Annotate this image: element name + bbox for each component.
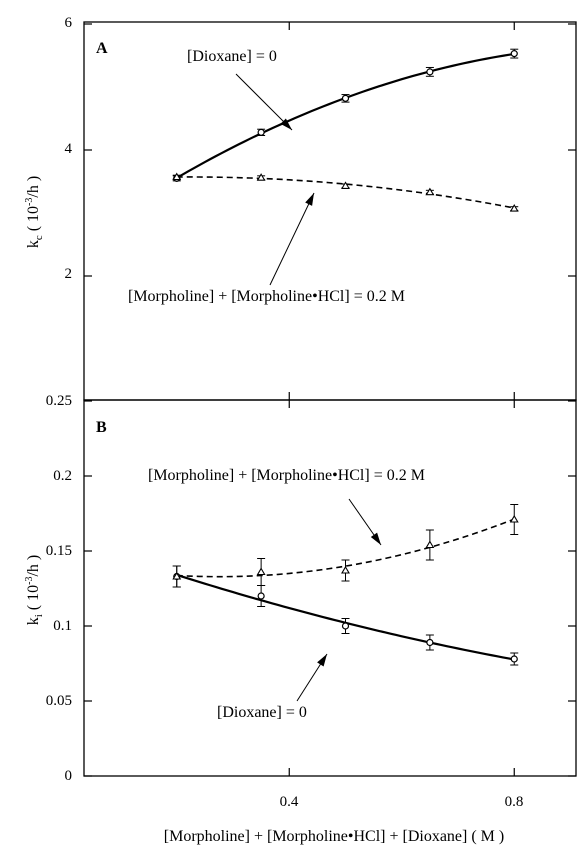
a-point-circle bbox=[257, 128, 265, 136]
a-point-circle bbox=[510, 50, 518, 58]
b-point-circle bbox=[341, 622, 350, 630]
b-point-triangle bbox=[172, 571, 182, 580]
b-ylabel-unit-open: ( 10 bbox=[25, 585, 42, 614]
b-series-1-curve bbox=[176, 573, 515, 661]
a-series-1-curve bbox=[176, 52, 515, 179]
b-ytick-label-0.1: 0.1 bbox=[53, 618, 72, 634]
panel-a-letter: A bbox=[96, 40, 108, 57]
b-ytick-label-0.15: 0.15 bbox=[46, 543, 72, 559]
a-ytick-label-4: 4 bbox=[65, 141, 73, 157]
a-series-2-curve bbox=[176, 176, 515, 209]
panel-b-frame bbox=[83, 399, 577, 777]
a-dioxane-arrow-head bbox=[280, 118, 292, 130]
b-series-2-curve bbox=[176, 518, 515, 578]
a-point-circle bbox=[341, 94, 350, 102]
b-point-triangle bbox=[509, 514, 519, 523]
a-ylabel-unit-open: ( 10 bbox=[25, 206, 42, 235]
tick-marks bbox=[84, 22, 576, 777]
annotation-arrows bbox=[235, 73, 382, 702]
b-ylabel-unit-close: /h ) bbox=[25, 555, 42, 577]
panel-a-morpholine-label: [Morpholine] + [Morpholine•HCl] = 0.2 M bbox=[128, 288, 405, 305]
a-point-triangle bbox=[256, 173, 266, 181]
a-point-triangle bbox=[341, 181, 350, 189]
b-point-circle bbox=[510, 655, 518, 663]
a-morpholine-arrow-shaft bbox=[269, 192, 315, 286]
b-point-triangle bbox=[341, 565, 350, 574]
b-ytick-label-0: 0 bbox=[65, 768, 73, 784]
a-point-triangle bbox=[172, 172, 182, 181]
panel-b-dioxane-label: [Dioxane] = 0 bbox=[217, 704, 307, 721]
b-ylabel-sup: -3 bbox=[24, 577, 35, 585]
panel-b-y-axis-label: ki ( 10-3/h ) bbox=[24, 555, 45, 626]
b-point-triangle bbox=[256, 567, 266, 576]
panel-a-frame bbox=[83, 21, 577, 401]
x-axis-label: [Morpholine] + [Morpholine•HCl] + [Dioxa… bbox=[164, 828, 504, 845]
a-dioxane-arrow-shaft bbox=[235, 73, 293, 131]
b-ytick-label-0.2: 0.2 bbox=[53, 468, 72, 484]
a-ylabel-sub: c bbox=[33, 235, 45, 240]
a-ytick-label-2: 2 bbox=[65, 266, 73, 282]
b-morpholine-arrow-head bbox=[370, 532, 381, 545]
b-ytick-label-0.05: 0.05 bbox=[46, 693, 72, 709]
xtick-label-0.4: 0.4 bbox=[280, 794, 299, 810]
a-point-triangle bbox=[425, 187, 435, 196]
panel-b-morpholine-label: [Morpholine] + [Morpholine•HCl] = 0.2 M bbox=[148, 467, 425, 484]
b-point-triangle bbox=[425, 540, 435, 549]
a-ylabel-sup: -3 bbox=[24, 198, 35, 206]
b-ylabel-main: k bbox=[25, 617, 42, 625]
xtick-label-0.8: 0.8 bbox=[505, 794, 524, 810]
b-point-circle bbox=[426, 638, 434, 647]
panel-a-dioxane-label: [Dioxane] = 0 bbox=[187, 48, 277, 65]
b-dioxane-arrow-head bbox=[317, 654, 327, 667]
b-ytick-label-0.25: 0.25 bbox=[46, 393, 72, 409]
panel-b-letter: B bbox=[96, 419, 107, 436]
a-morpholine-arrow-head bbox=[305, 193, 314, 206]
a-point-circle bbox=[426, 68, 434, 76]
b-ylabel-sub: i bbox=[33, 614, 45, 617]
data-points bbox=[172, 48, 519, 666]
svg-text:ki ( 10-3/h ): ki ( 10-3/h ) bbox=[24, 555, 45, 626]
panel-a-y-axis-label: kc ( 10-3/h ) bbox=[24, 176, 45, 248]
a-ylabel-unit-close: /h ) bbox=[25, 176, 42, 198]
a-ytick-label-6: 6 bbox=[65, 15, 73, 31]
a-point-triangle bbox=[509, 203, 519, 212]
b-point-circle bbox=[257, 592, 265, 600]
a-ylabel-main: k bbox=[25, 240, 42, 248]
svg-text:kc ( 10-3/h ): kc ( 10-3/h ) bbox=[24, 176, 45, 248]
